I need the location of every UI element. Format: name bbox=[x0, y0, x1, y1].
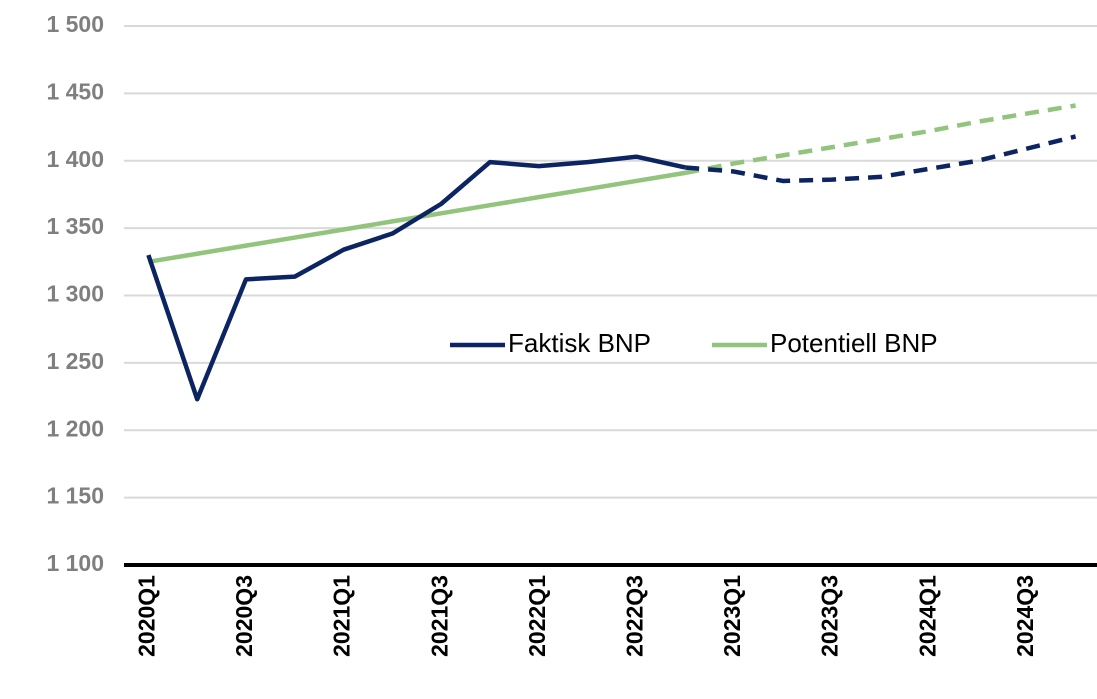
line-series-dashed bbox=[685, 134, 1077, 184]
x-tick-label: 2022Q1 bbox=[524, 575, 550, 657]
x-tick-label: 2023Q3 bbox=[817, 575, 843, 657]
y-tick-label: 1 400 bbox=[46, 146, 104, 172]
x-tick-label: 2021Q1 bbox=[329, 575, 355, 657]
x-tick-label: 2024Q3 bbox=[1012, 575, 1038, 657]
y-tick-label: 1 300 bbox=[46, 281, 104, 307]
y-tick-label: 1 150 bbox=[46, 483, 104, 509]
x-tick-label: 2021Q3 bbox=[426, 575, 452, 657]
y-tick-label: 1 350 bbox=[46, 213, 104, 239]
y-tick-label: 1 100 bbox=[46, 550, 104, 576]
x-tick-label: 2023Q1 bbox=[719, 575, 745, 657]
line-series-dashed bbox=[684, 103, 1076, 176]
y-tick-label: 1 500 bbox=[46, 11, 104, 37]
legend-label: Potentiell BNP bbox=[770, 328, 938, 358]
x-tick-label: 2020Q3 bbox=[231, 575, 257, 657]
x-tick-label: 2024Q1 bbox=[914, 575, 940, 657]
x-tick-label: 2020Q1 bbox=[133, 575, 159, 657]
y-tick-label: 1 250 bbox=[46, 348, 104, 374]
legend-label: Faktisk BNP bbox=[508, 328, 651, 358]
y-tick-label: 1 450 bbox=[46, 78, 104, 104]
x-tick-label: 2022Q3 bbox=[621, 575, 647, 657]
line-series bbox=[146, 154, 686, 402]
y-tick-label: 1 200 bbox=[46, 415, 104, 441]
